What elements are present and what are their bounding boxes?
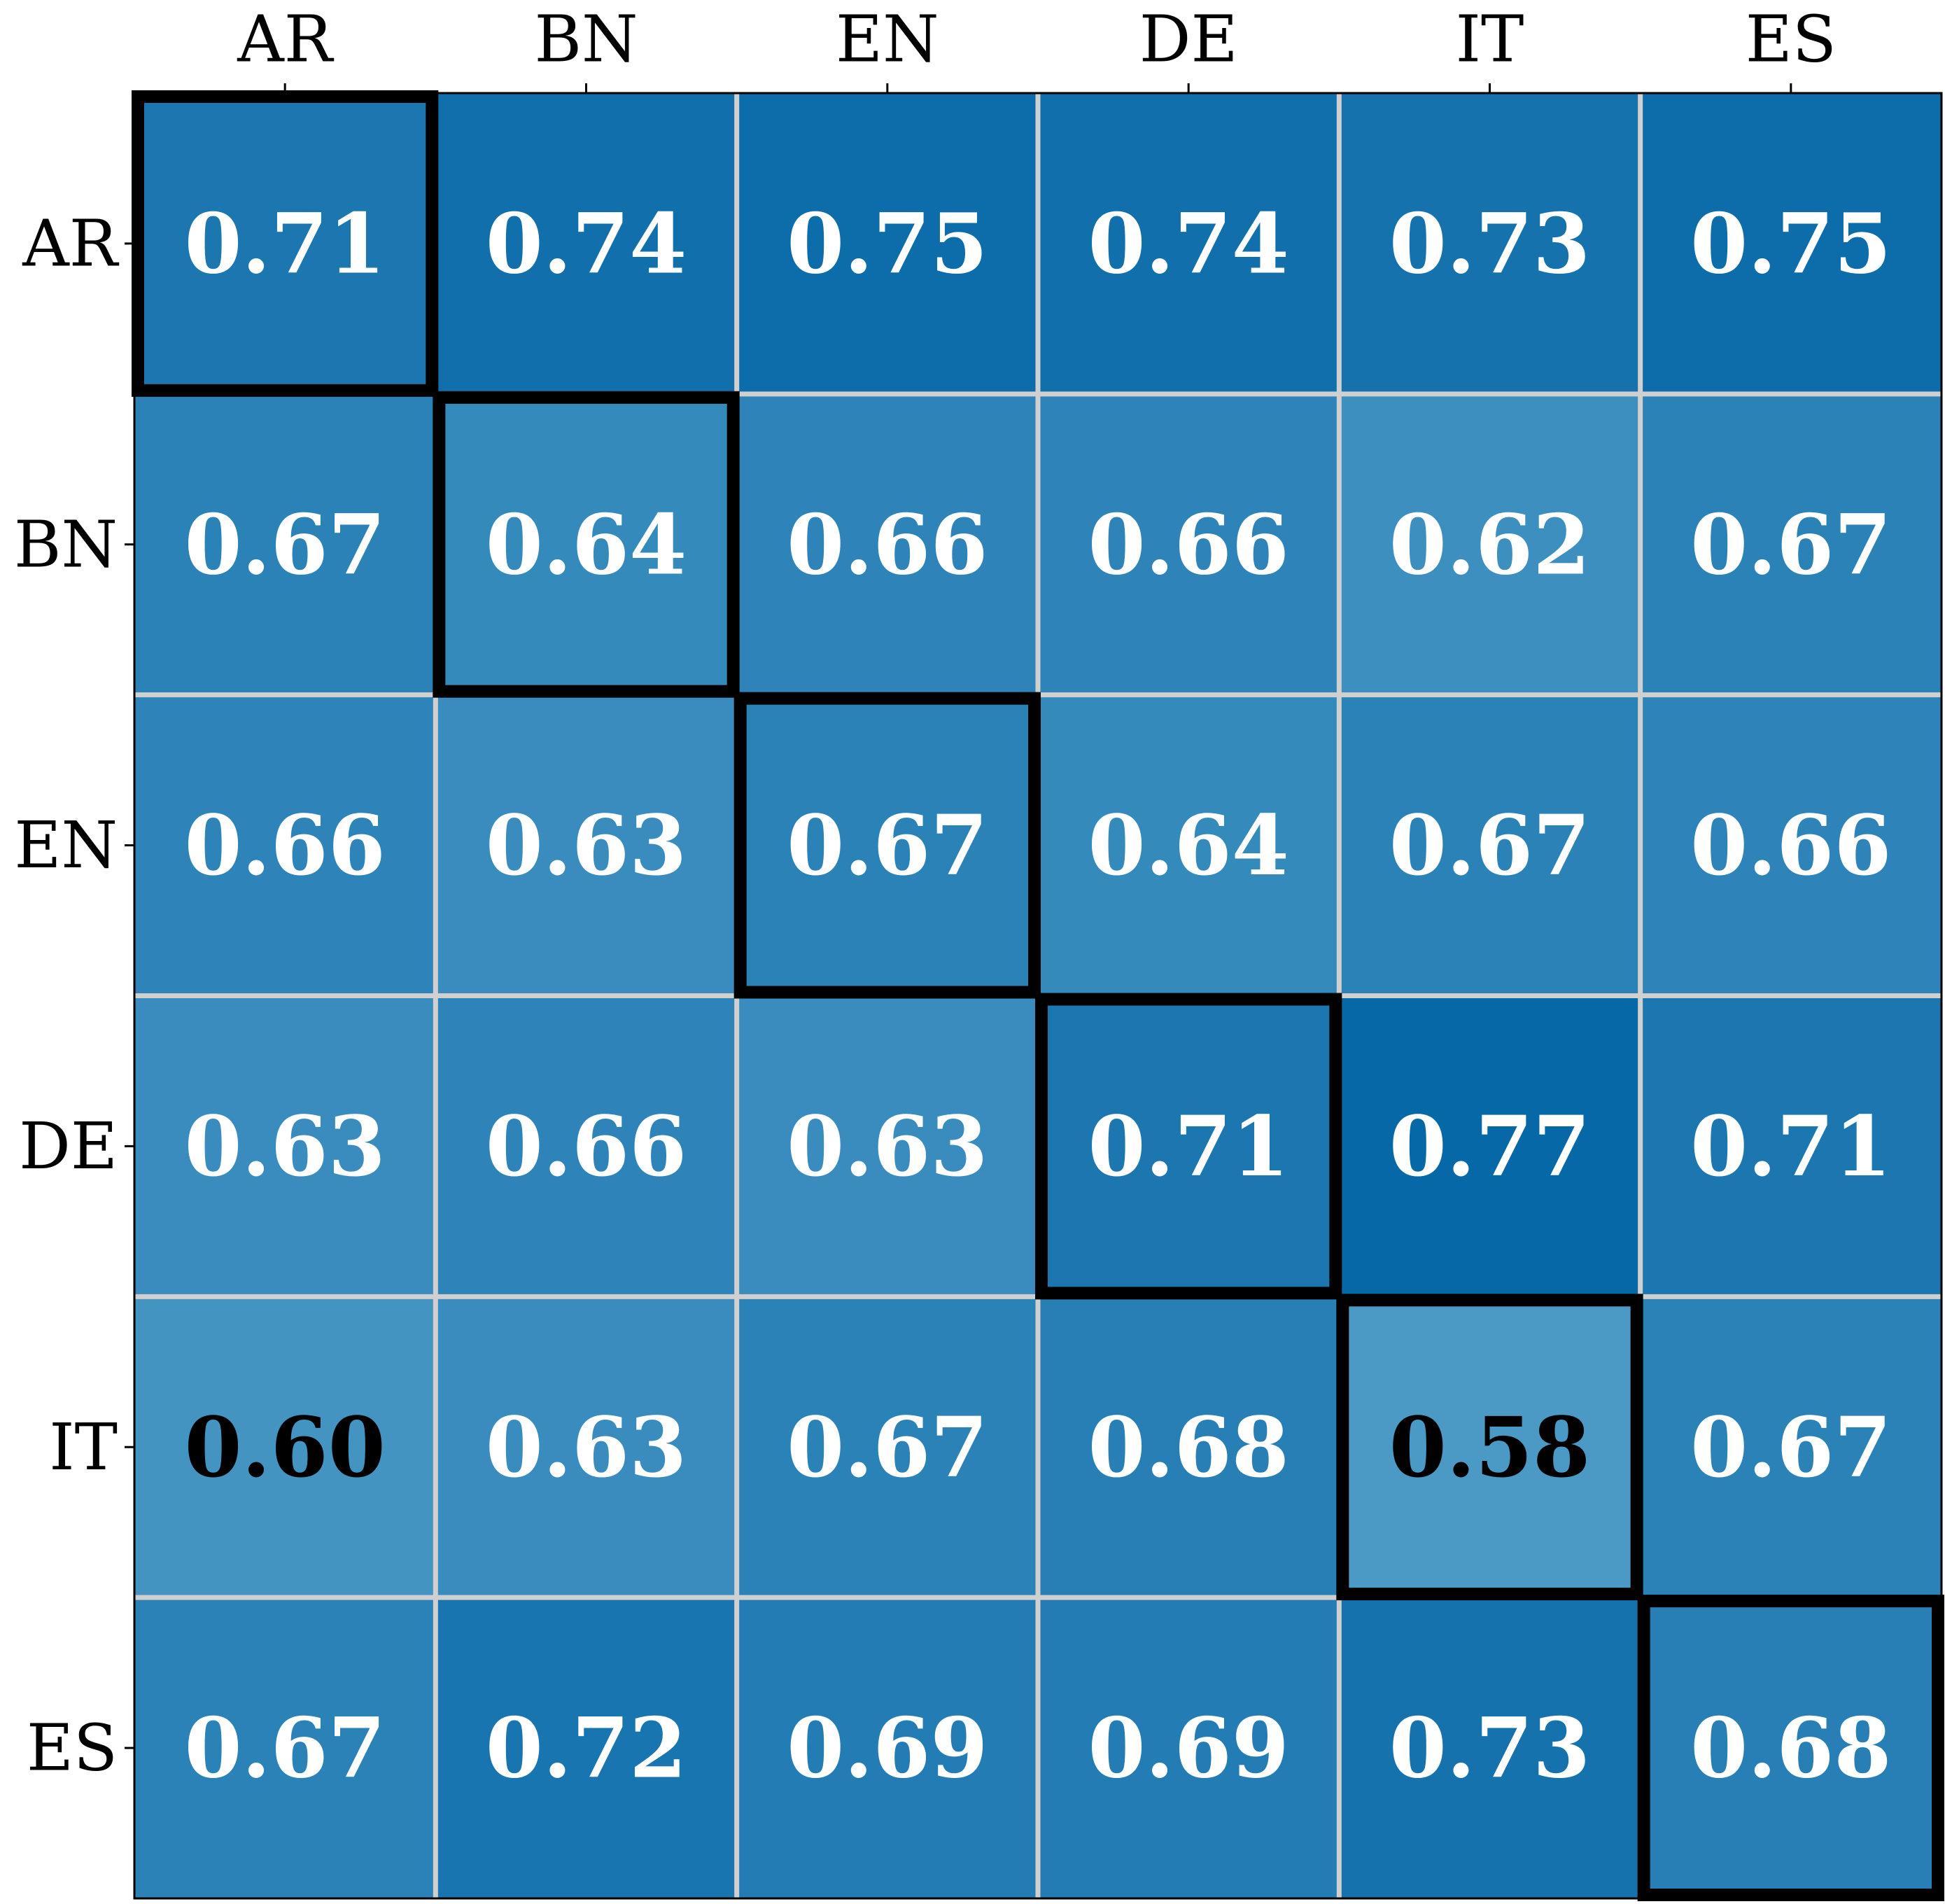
- heatmap-cell: [435, 393, 737, 695]
- heatmap-cell: [134, 1597, 436, 1898]
- heatmap-cell: [736, 93, 1038, 394]
- heatmap-cell: [134, 393, 436, 695]
- heatmap-cell: [435, 93, 737, 394]
- heatmap-cell: [1640, 393, 1942, 695]
- heatmap-cell: [1640, 1597, 1942, 1898]
- cell-value-label: 0.74: [1088, 195, 1289, 292]
- heatmap-cell: [1038, 694, 1340, 996]
- heatmap-cell: [1038, 93, 1340, 394]
- cell-value-label: 0.62: [1389, 496, 1590, 593]
- cell-value-label: 0.69: [1088, 1700, 1289, 1797]
- cell-value-label: 0.63: [486, 797, 687, 894]
- diagonal-highlight: [132, 90, 439, 397]
- heatmap-cell: [435, 995, 737, 1297]
- heatmap-cell: [134, 995, 436, 1297]
- cell-value-label: 0.66: [1088, 496, 1289, 593]
- y-tick-label: EN: [14, 808, 118, 883]
- cell-value-label: 0.67: [184, 496, 385, 593]
- heatmap-cell: [1339, 93, 1641, 394]
- cell-value-label: 0.64: [486, 496, 687, 593]
- heatmap-cell: [435, 1597, 737, 1898]
- heatmap-cell: [1640, 995, 1942, 1297]
- cell-value-label: 0.66: [184, 797, 385, 894]
- cell-value-label: 0.77: [1389, 1098, 1590, 1195]
- cell-value-label: 0.63: [184, 1098, 385, 1195]
- cell-value-label: 0.67: [1389, 797, 1590, 894]
- y-tick-label: BN: [14, 507, 118, 582]
- heatmap-cell: [1038, 1597, 1340, 1898]
- diagonal-highlight: [733, 692, 1041, 999]
- heatmap-cell: [134, 93, 436, 394]
- x-tick-label: ES: [1746, 2, 1837, 77]
- heatmap-cell: [1339, 995, 1641, 1297]
- x-tick-label: BN: [534, 2, 638, 77]
- heatmap-cell: [736, 1597, 1038, 1898]
- cell-value-label: 0.71: [1690, 1098, 1891, 1195]
- diagonal-highlight: [1035, 993, 1342, 1300]
- y-tick-label: AR: [22, 206, 119, 281]
- x-tick-label: IT: [1456, 2, 1524, 77]
- heatmap-cell: [736, 995, 1038, 1297]
- cell-value-label: 0.67: [787, 797, 988, 894]
- y-tick-label: DE: [19, 1109, 118, 1184]
- heatmap-cell: [1339, 694, 1641, 996]
- cell-value-label: 0.73: [1389, 1700, 1590, 1797]
- cell-value-label: 0.75: [1690, 195, 1891, 292]
- y-tick-label: IT: [49, 1410, 118, 1485]
- cell-value-label: 0.67: [1690, 1399, 1891, 1496]
- cell-value-label: 0.66: [787, 496, 988, 593]
- cell-value-label: 0.74: [486, 195, 687, 292]
- y-tick-label: ES: [27, 1711, 118, 1786]
- cell-value-label: 0.66: [486, 1098, 687, 1195]
- cell-value-label: 0.67: [184, 1700, 385, 1797]
- heatmap-cell: [134, 1296, 436, 1598]
- x-tick-label: AR: [237, 2, 334, 77]
- heatmap-cell: [736, 694, 1038, 996]
- heatmap-cell: [1038, 1296, 1340, 1598]
- cell-value-label: 0.64: [1088, 797, 1289, 894]
- cell-value-label: 0.73: [1389, 195, 1590, 292]
- heatmap-cell: [1640, 1296, 1942, 1598]
- cell-value-label: 0.69: [787, 1700, 988, 1797]
- cell-value-label: 0.68: [1690, 1700, 1891, 1797]
- heatmap-cell: [1339, 393, 1641, 695]
- cell-value-label: 0.72: [486, 1700, 687, 1797]
- cell-value-label: 0.63: [486, 1399, 687, 1496]
- diagonal-highlight: [433, 391, 740, 698]
- cell-value-label: 0.71: [1088, 1098, 1289, 1195]
- heatmap-cell: [1038, 995, 1340, 1297]
- cell-value-label: 0.60: [184, 1399, 385, 1496]
- cell-value-label: 0.66: [1690, 797, 1891, 894]
- cell-value-label: 0.75: [787, 195, 988, 292]
- heatmap-cell: [1339, 1597, 1641, 1898]
- heatmap-cell: [1038, 393, 1340, 695]
- heatmap-cell: [736, 1296, 1038, 1598]
- cell-value-label: 0.68: [1088, 1399, 1289, 1496]
- x-tick-label: EN: [836, 2, 939, 77]
- diagonal-highlight: [1637, 1595, 1945, 1902]
- cell-value-label: 0.67: [787, 1399, 988, 1496]
- heatmap-cell: [1640, 93, 1942, 394]
- diagonal-highlight: [1336, 1294, 1643, 1601]
- x-tick-label: DE: [1139, 2, 1238, 77]
- cell-value-label: 0.63: [787, 1098, 988, 1195]
- heatmap-cell: [1339, 1296, 1641, 1598]
- heatmap-cell: [1640, 694, 1942, 996]
- axes-frame: [133, 92, 1943, 1900]
- heatmap-cell: [736, 393, 1038, 695]
- cell-value-label: 0.67: [1690, 496, 1891, 593]
- cell-value-label: 0.71: [184, 195, 385, 292]
- heatmap-cell: [134, 694, 436, 996]
- heatmap-cell: [435, 1296, 737, 1598]
- cell-value-label: 0.58: [1389, 1399, 1590, 1496]
- heatmap-cell: [435, 694, 737, 996]
